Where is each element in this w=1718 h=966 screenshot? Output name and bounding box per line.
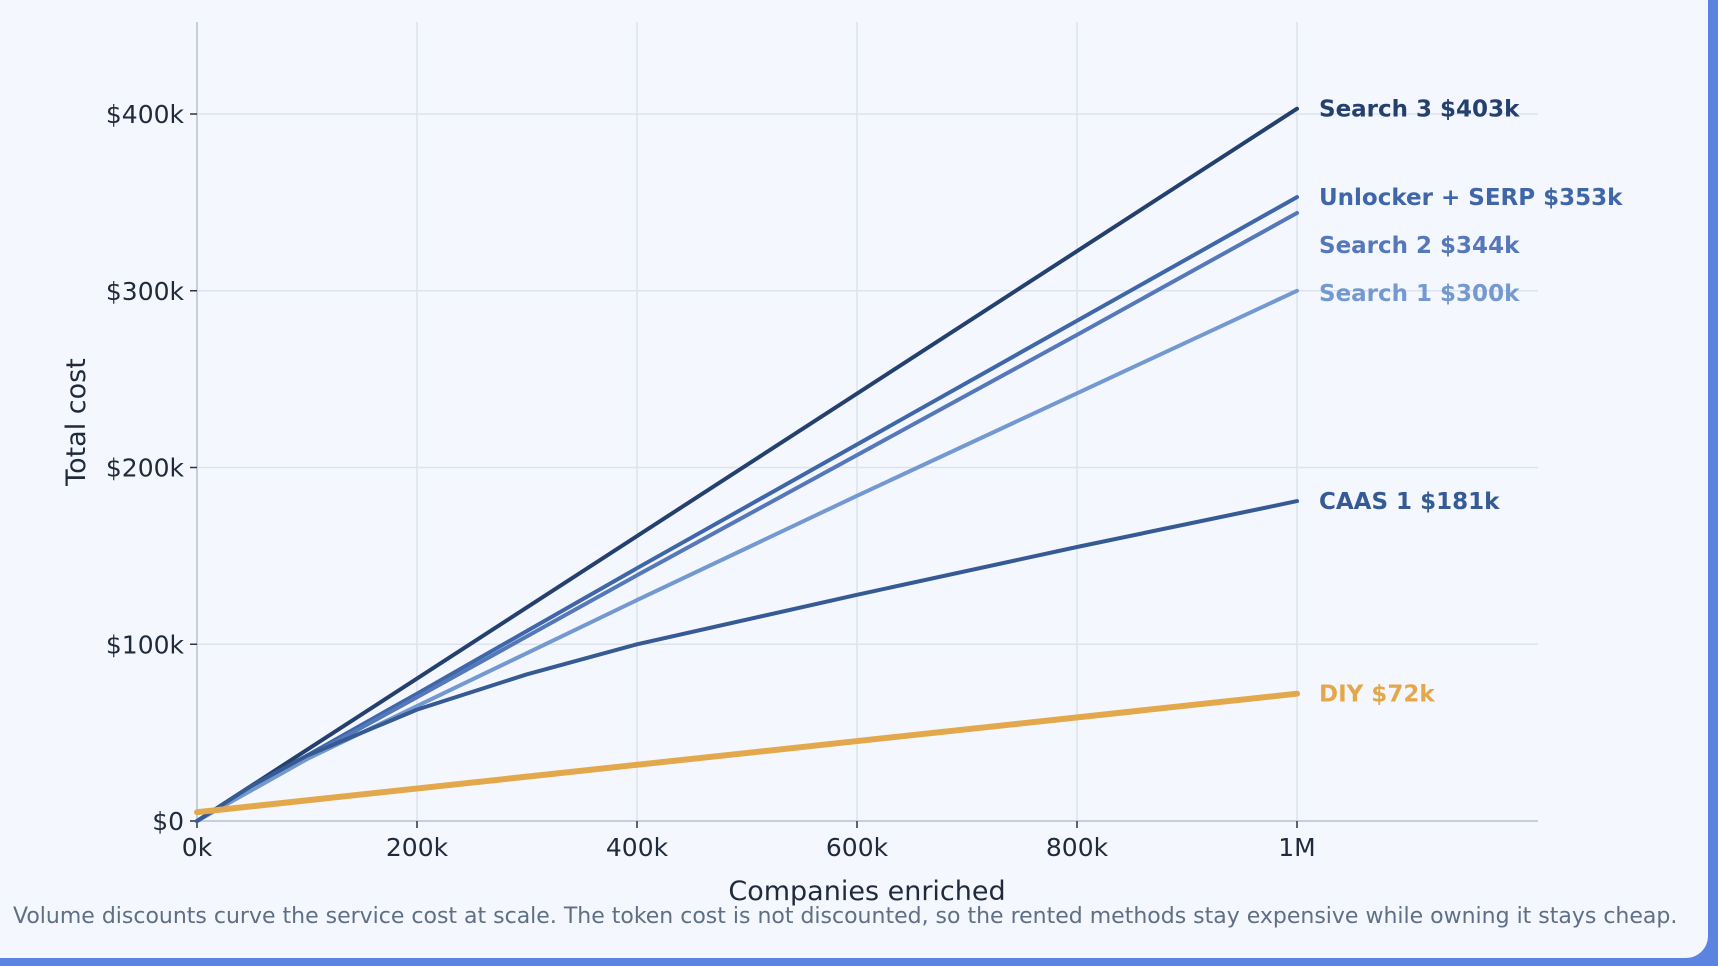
series-line-diy xyxy=(194,690,1300,816)
x-axis-label: Companies enriched xyxy=(728,876,1005,907)
series-end-label-search-3: Search 3 $403k xyxy=(1319,97,1520,123)
y-tick-label: $200k xyxy=(106,454,185,483)
series-labels: Search 3 $403k Unlocker + SERP $353k Searc… xyxy=(1319,97,1623,708)
series-line-caas-1 xyxy=(195,499,1299,823)
y-tick-label: $100k xyxy=(106,630,185,659)
axes: 0k 200k 400k 600k 800k 1M $0 $100k $200k $300k $40… xyxy=(106,22,1538,862)
series-end-label-search-2: Search 2 $344k xyxy=(1319,233,1520,259)
series-line-search-3 xyxy=(195,106,1299,823)
x-tick-label: 0k xyxy=(182,833,213,862)
x-tick-label: 600k xyxy=(826,833,889,862)
y-tick-label: $300k xyxy=(106,277,185,306)
y-axis-label: Total cost xyxy=(61,358,92,487)
series-line-search-1 xyxy=(195,288,1299,823)
x-tick-label: 800k xyxy=(1046,833,1109,862)
x-tick-label: 1M xyxy=(1278,833,1315,862)
x-tick-label: 400k xyxy=(606,833,669,862)
y-tick-label: $400k xyxy=(106,100,185,129)
series-end-label-diy: DIY $72k xyxy=(1319,682,1435,708)
series-end-label-caas-1: CAAS 1 $181k xyxy=(1319,489,1500,515)
series-line-search-2 xyxy=(195,211,1299,823)
chart-caption: Volume discounts curve the service cost … xyxy=(13,904,1678,929)
y-tick-label: $0 xyxy=(152,807,184,836)
x-tick-label: 200k xyxy=(386,833,449,862)
series-lines xyxy=(194,106,1300,823)
series-end-label-search-1: Search 1 $300k xyxy=(1319,281,1520,307)
series-end-label-unlocker-serp: Unlocker + SERP $353k xyxy=(1319,185,1623,211)
